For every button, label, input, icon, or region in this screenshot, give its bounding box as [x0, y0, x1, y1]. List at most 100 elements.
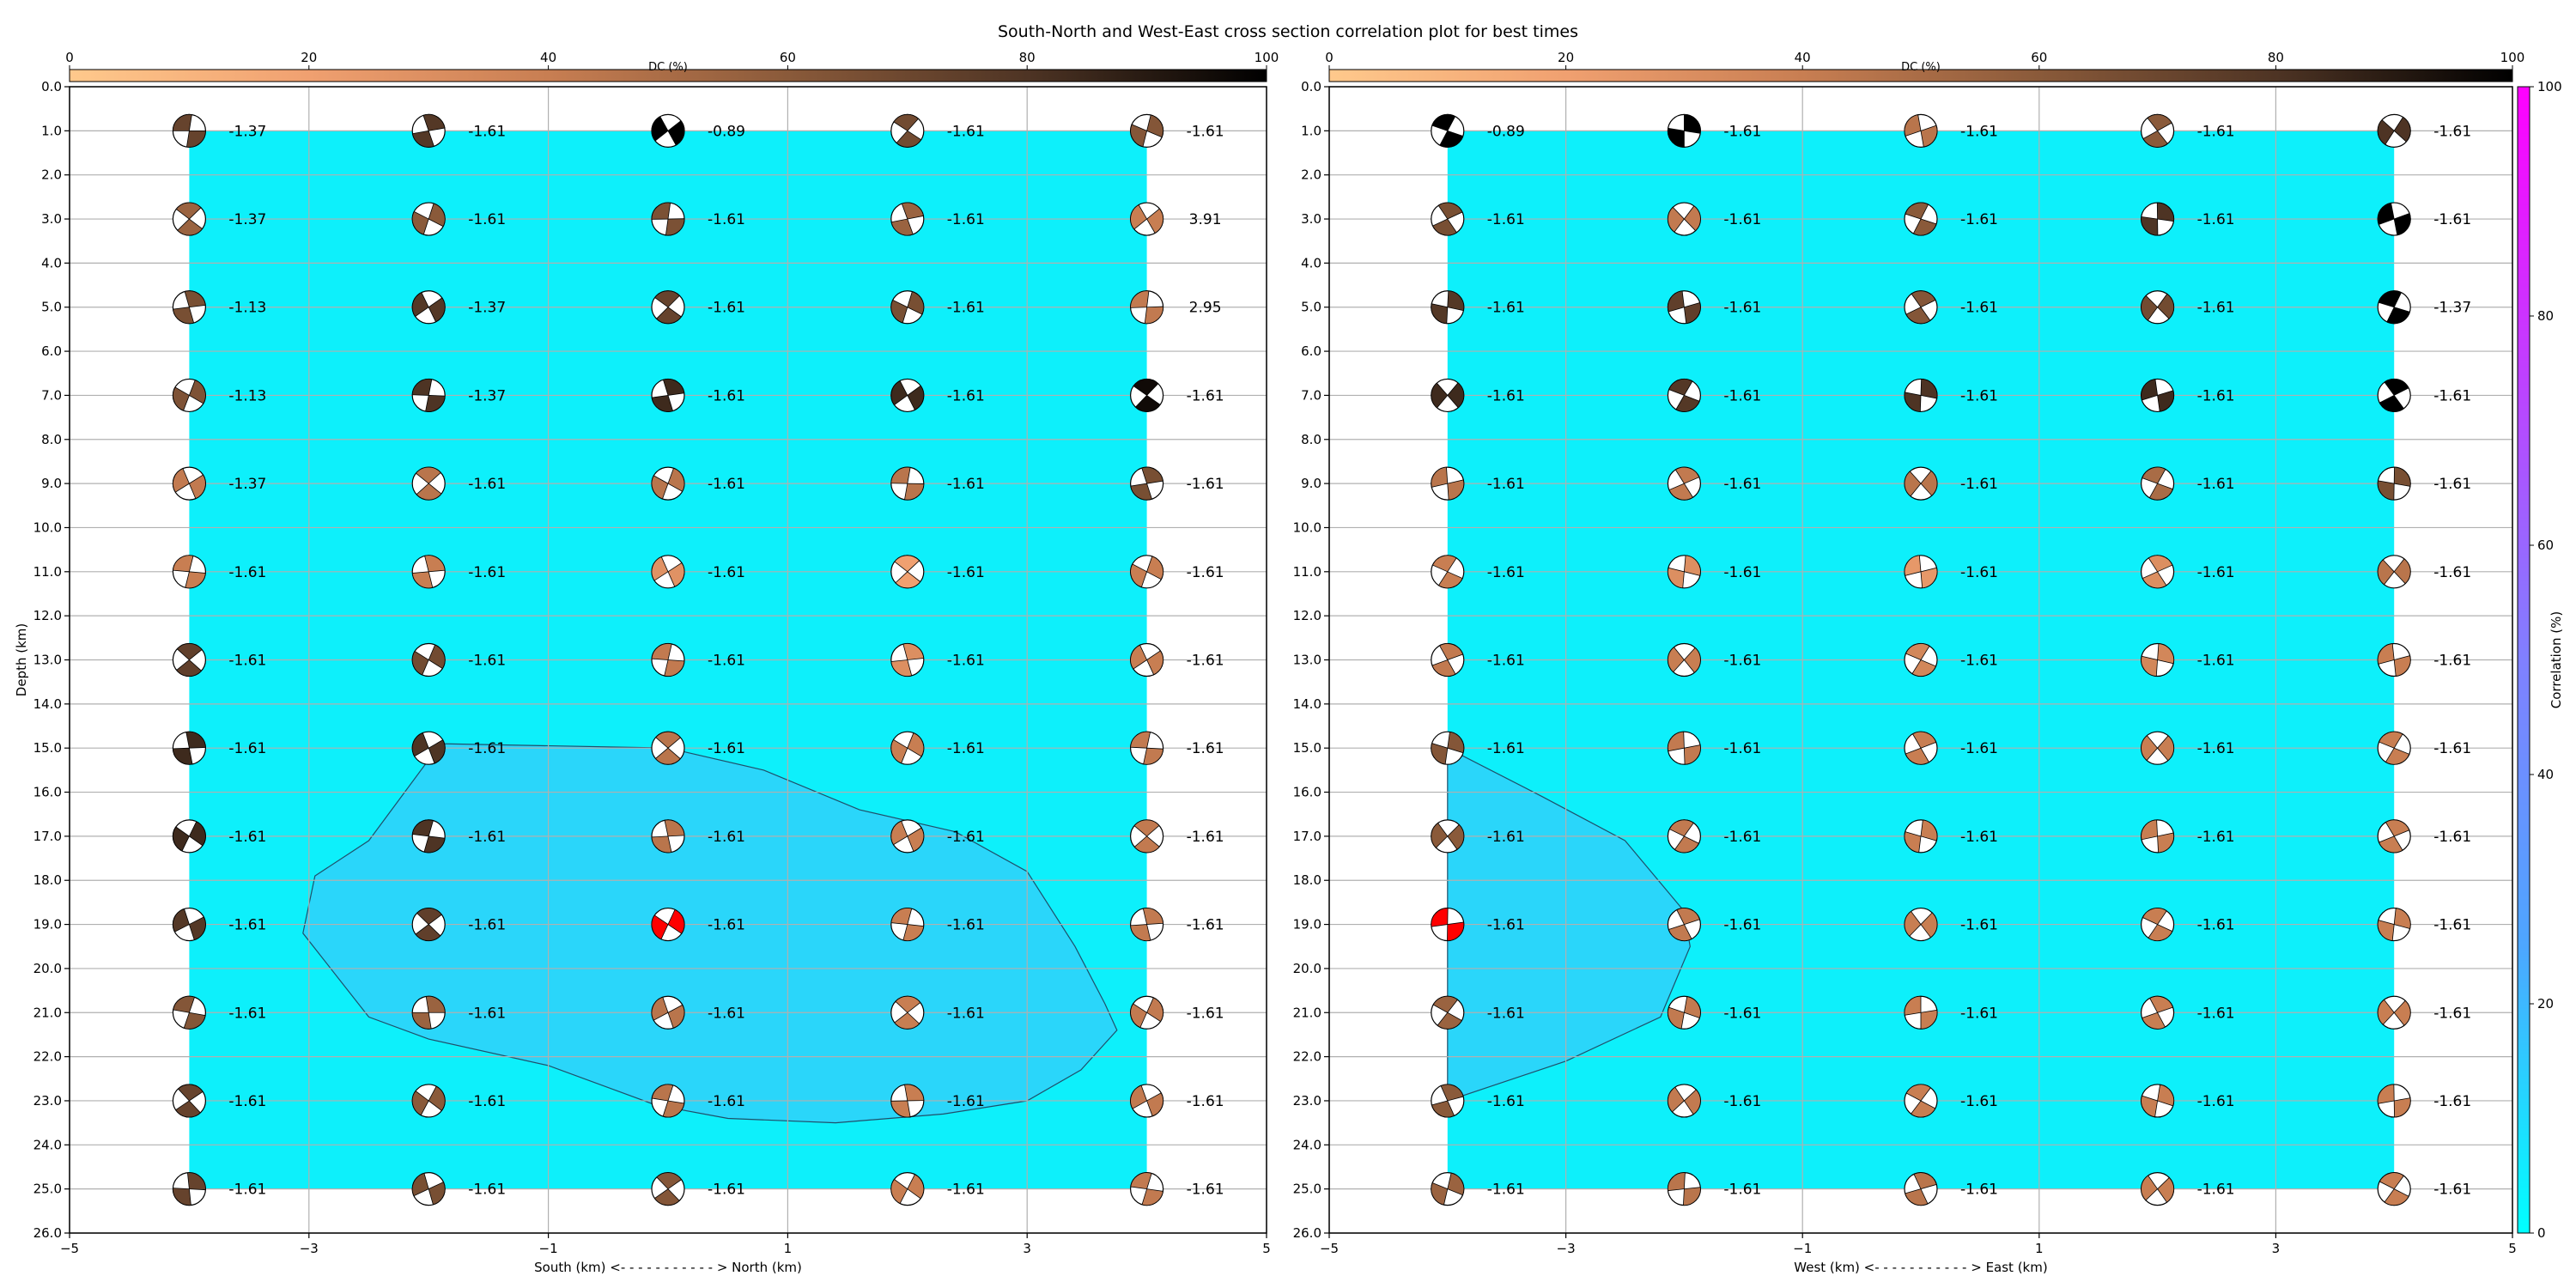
dc-colorbar-tick-label: 80	[1019, 50, 1036, 65]
beachball-quadrant	[1682, 1187, 1701, 1206]
value-label: -1.61	[2197, 917, 2235, 934]
beachball-quadrant	[173, 995, 196, 1013]
beachball	[2141, 731, 2175, 765]
beachball	[1129, 555, 1164, 589]
x-tick-label: −1	[539, 1241, 558, 1256]
beachball	[2141, 1172, 2175, 1206]
correlation-colorbar-tick-label: 100	[2537, 79, 2562, 94]
beachball	[172, 113, 206, 148]
beachball-quadrant	[1431, 303, 1449, 325]
dc-colorbar-west-east: 0 20 40 60 80 100 DC (%)	[1325, 50, 2524, 82]
beachball-quadrant	[1905, 1188, 1929, 1206]
beachball-quadrant	[425, 395, 446, 412]
value-label: -1.61	[1723, 564, 1761, 581]
value-label: -1.61	[1960, 123, 1998, 140]
x-tick-label: −1	[1793, 1241, 1812, 1256]
beachball-quadrant	[2393, 116, 2411, 143]
value-label: -1.61	[2433, 123, 2471, 140]
beachball-quadrant	[662, 1100, 685, 1118]
beachball-quadrant	[894, 1012, 920, 1030]
value-label: -1.61	[1187, 387, 1224, 404]
beachball	[1431, 731, 1465, 765]
beachball	[1431, 1084, 1465, 1118]
value-label: -0.89	[708, 123, 745, 140]
y-tick-label: 14.0	[33, 696, 62, 712]
beachball	[2141, 642, 2175, 677]
beachball-quadrant	[1668, 1172, 1686, 1192]
y-tick-label: 7.0	[41, 387, 62, 403]
value-label: -1.61	[1960, 917, 1998, 934]
beachball	[2141, 202, 2175, 236]
beachball-quadrant	[1675, 394, 1700, 412]
y-tick-label: 19.0	[33, 917, 62, 933]
beachball-quadrant	[1447, 479, 1465, 501]
beachball-quadrant	[1447, 1172, 1465, 1196]
beachball-quadrant	[1432, 218, 1457, 236]
beachball-quadrant	[1920, 379, 1938, 399]
beachball-quadrant	[184, 290, 206, 308]
value-label: -1.61	[708, 564, 745, 581]
beachball-quadrant	[1130, 644, 1148, 670]
value-label: -1.61	[2197, 476, 2235, 493]
beachball	[890, 290, 925, 325]
correlation-colorbar: 0 20 40 60 80 100 Correlation (%)	[2517, 79, 2564, 1241]
beachball	[651, 555, 685, 589]
beachball-quadrant	[1683, 1089, 1701, 1115]
beachball-quadrant	[1142, 908, 1163, 926]
value-label: -1.61	[2433, 1093, 2471, 1110]
panel-south-north: -1.37 -1.61 -0.89 -1.61 -1.61 -1.37 -1.61 -1.61…	[14, 79, 1271, 1275]
value-label: -1.61	[947, 300, 985, 317]
beachball-quadrant	[896, 130, 922, 148]
beachball-quadrant	[411, 650, 429, 676]
value-label: -1.61	[1960, 829, 1998, 846]
value-label: -1.61	[947, 740, 985, 757]
beachball-quadrant	[411, 819, 434, 837]
y-tick-label: 9.0	[1301, 476, 1321, 491]
beachball	[651, 466, 685, 501]
beachball-quadrant	[890, 299, 908, 324]
value-label: -1.61	[2433, 1005, 2471, 1022]
beachball	[1129, 202, 1164, 236]
value-label: -1.61	[1487, 829, 1525, 846]
beachball-quadrant	[1431, 1182, 1449, 1206]
beachball	[1667, 995, 1702, 1030]
beachball	[1667, 202, 1702, 236]
beachball-quadrant	[1683, 647, 1701, 673]
value-label: -1.61	[2197, 123, 2235, 140]
beachball-quadrant	[1130, 483, 1152, 501]
beachball	[1667, 378, 1702, 413]
value-label: -1.61	[1723, 1005, 1761, 1022]
value-label: -1.61	[1960, 1005, 1998, 1022]
beachball-quadrant	[428, 297, 446, 323]
beachball-quadrant	[173, 908, 190, 933]
beachball-quadrant	[1440, 1084, 1464, 1102]
y-tick-label: 15.0	[1293, 740, 1321, 756]
y-tick-label: 5.0	[1301, 300, 1321, 315]
value-label: -1.61	[1723, 123, 1761, 140]
dc-colorbar-label: DC (%)	[1901, 61, 1941, 74]
value-label: 2.95	[1189, 300, 1222, 317]
beachball-quadrant	[1911, 290, 1936, 308]
beachball-quadrant	[172, 747, 193, 765]
beachball	[411, 995, 446, 1030]
value-label: -1.61	[1723, 653, 1761, 670]
x-tick-label: 1	[784, 1241, 793, 1256]
beachball-quadrant	[1674, 466, 1700, 484]
beachball-quadrant	[2379, 394, 2404, 412]
beachball-quadrant	[2141, 1095, 2159, 1118]
beachball	[172, 642, 206, 677]
y-tick-label: 9.0	[41, 476, 62, 491]
beachball	[172, 995, 206, 1030]
beachball	[2377, 995, 2411, 1030]
beachball-quadrant	[173, 468, 190, 493]
y-tick-label: 4.0	[1301, 255, 1321, 270]
value-label: -1.61	[228, 653, 266, 670]
dc-colorbar-tick-label: 80	[2268, 50, 2284, 65]
beachball-quadrant	[1904, 995, 1922, 1016]
beachball-quadrant	[1920, 125, 1938, 148]
beachball-quadrant	[1683, 301, 1701, 325]
beachball-quadrant	[902, 924, 925, 941]
value-label: -1.61	[2433, 917, 2471, 934]
beachball	[1667, 466, 1702, 501]
beachball-quadrant	[1904, 471, 1922, 497]
